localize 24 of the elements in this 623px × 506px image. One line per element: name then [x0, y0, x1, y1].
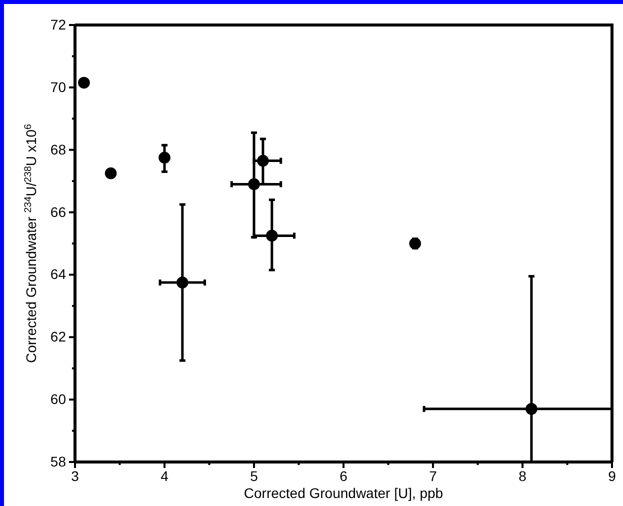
- point: [176, 276, 188, 288]
- x-tick-label: 8: [518, 468, 527, 484]
- x-tick-label: 7: [429, 468, 438, 484]
- y-tick-label: 66: [50, 204, 66, 220]
- point: [104, 167, 117, 180]
- y-tick-label: 68: [50, 141, 66, 158]
- y-tick-label: 72: [50, 16, 66, 32]
- point: [526, 403, 538, 415]
- x-tick-label: 3: [71, 468, 80, 484]
- y-tick-label: 60: [50, 391, 66, 408]
- x-tick-label: 5: [250, 468, 258, 484]
- x-tick-label: 6: [340, 468, 348, 484]
- y-tick-label: 62: [50, 328, 66, 345]
- point: [158, 152, 170, 164]
- point: [248, 178, 260, 190]
- y-tick-label: 58: [50, 453, 66, 470]
- y-tick-label: 70: [50, 78, 66, 95]
- point: [266, 230, 278, 242]
- x-tick-label: 4: [160, 468, 169, 484]
- point: [257, 154, 269, 167]
- x-axis-title: Corrected Groundwater [U], ppb: [244, 485, 444, 501]
- point: [78, 76, 90, 89]
- x-tick-label: 9: [608, 468, 616, 484]
- y-tick-label: 64: [50, 266, 66, 282]
